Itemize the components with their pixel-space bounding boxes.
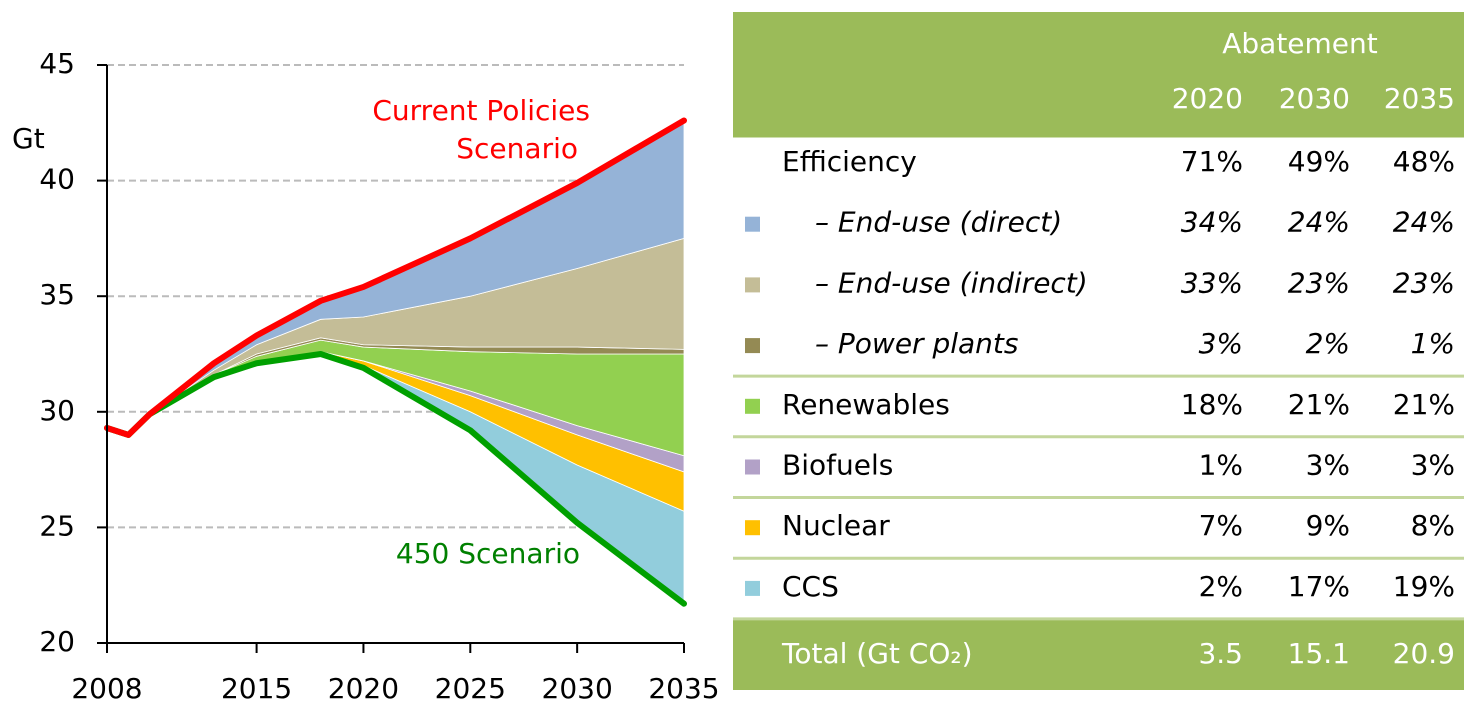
- x-tick-label: 2025: [435, 672, 506, 703]
- table-header: Abatement: [1222, 27, 1378, 60]
- table-cell: 23%: [1288, 266, 1350, 299]
- table-column-header: 2020: [1172, 82, 1243, 115]
- table-cell: 21%: [1288, 388, 1350, 421]
- table-cell: 9%: [1306, 509, 1350, 542]
- table-cell: 3%: [1306, 449, 1350, 482]
- x-tick-label: 2035: [648, 672, 719, 703]
- table-total-cell: 3.5: [1198, 637, 1243, 670]
- table-row-label: CCS: [782, 570, 839, 603]
- table-cell: 71%: [1181, 145, 1243, 178]
- table-cell: 3%: [1199, 327, 1243, 360]
- table-cell: 17%: [1288, 570, 1350, 603]
- table-cell: 2%: [1306, 327, 1350, 360]
- table-row-label: – Power plants: [815, 327, 1018, 360]
- table-cell: 19%: [1393, 570, 1455, 603]
- legend-swatch: [745, 580, 760, 596]
- table-cell: 8%: [1411, 509, 1455, 542]
- legend-swatch: [745, 459, 760, 475]
- x-tick-label: 2015: [221, 672, 292, 703]
- table-cell: 48%: [1393, 145, 1455, 178]
- table-row-label: Biofuels: [782, 449, 893, 482]
- x-tick-label: 2030: [542, 672, 613, 703]
- y-tick-label: 20: [39, 625, 75, 658]
- y-axis-label: Gt: [12, 122, 45, 155]
- table-cell: 24%: [1288, 206, 1350, 239]
- table-row-label: Renewables: [782, 388, 950, 421]
- x-tick-label: 2008: [71, 672, 142, 703]
- table-cell: 34%: [1181, 206, 1243, 239]
- annotation: 450 Scenario: [396, 537, 580, 570]
- legend-swatch: [745, 277, 760, 293]
- y-tick-label: 30: [39, 394, 75, 427]
- annotation: Current Policies: [372, 94, 590, 127]
- table-total-cell: 15.1: [1288, 637, 1350, 670]
- legend-swatch: [745, 398, 760, 414]
- annotation: Scenario: [456, 132, 578, 165]
- table-cell: 2%: [1199, 570, 1243, 603]
- table-cell: 3%: [1411, 449, 1455, 482]
- table-row-label: – End-use (direct): [815, 206, 1062, 239]
- table-column-header: 2030: [1279, 82, 1350, 115]
- table-row-label: Nuclear: [782, 509, 890, 542]
- table-cell: 49%: [1288, 145, 1350, 178]
- y-tick-label: 40: [39, 163, 75, 196]
- table-total-band: [733, 620, 1464, 690]
- y-tick-label: 25: [39, 509, 75, 542]
- x-tick-label: 2020: [328, 672, 399, 703]
- table-cell: 21%: [1393, 388, 1455, 421]
- table-cell: 7%: [1199, 509, 1243, 542]
- table-cell: 23%: [1393, 266, 1455, 299]
- table-cell: 33%: [1181, 266, 1243, 299]
- table-cell: 1%: [1411, 327, 1455, 360]
- legend-swatch: [745, 338, 760, 354]
- legend-swatch: [745, 216, 760, 232]
- table-total-label: Total (Gt CO₂): [781, 637, 973, 670]
- line: [104, 117, 687, 438]
- y-tick-label: 45: [39, 47, 75, 80]
- table-cell: 24%: [1393, 206, 1455, 239]
- table-cell: 18%: [1181, 388, 1243, 421]
- table-column-header: 2035: [1384, 82, 1455, 115]
- y-tick-label: 35: [39, 278, 75, 311]
- table-row-label: Efficiency: [782, 145, 917, 178]
- table-header-band: [733, 12, 1464, 135]
- table-row-label: – End-use (indirect): [815, 266, 1088, 299]
- legend-swatch: [745, 520, 760, 536]
- table-total-cell: 20.9: [1393, 637, 1455, 670]
- table-cell: 1%: [1199, 449, 1243, 482]
